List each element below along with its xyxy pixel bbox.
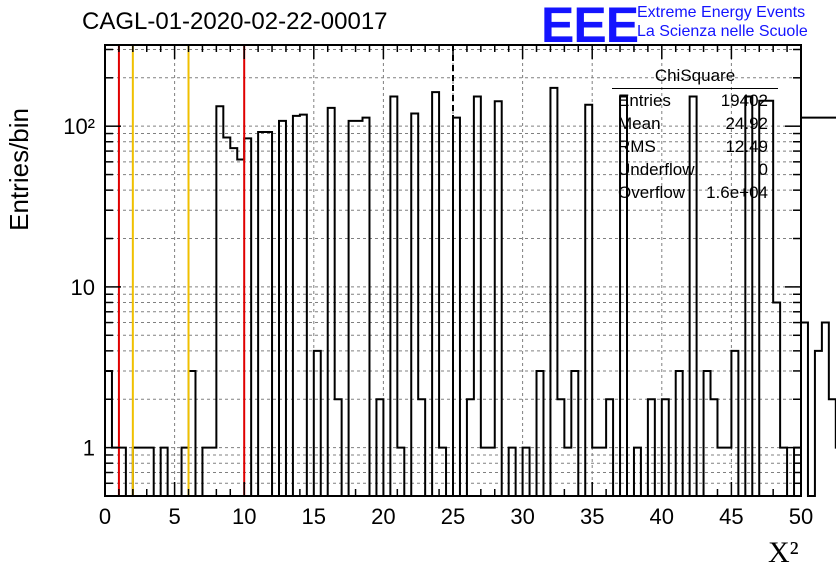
eee-logo: EEE (541, 0, 639, 53)
stats-row-underflow: Underflow 0 (612, 158, 778, 181)
stats-value: 12.49 (725, 137, 768, 156)
stats-label: Mean (618, 114, 661, 133)
stats-row-overflow: Overflow 1.6e+04 (612, 181, 778, 204)
x-tick-label: 50 (789, 504, 813, 529)
stats-row-entries: Entries 19402 (612, 89, 778, 112)
x-axis-label: X² (768, 536, 799, 569)
stats-row-rms: RMS 12.49 (612, 135, 778, 158)
chart-title: CAGL-01-2020-02-22-00017 (82, 8, 388, 35)
y-tick-label: 10² (63, 114, 95, 139)
y-axis-label: Entries/bin (4, 108, 34, 231)
stats-label: RMS (618, 137, 656, 156)
histogram-bin (815, 351, 822, 496)
stats-label: Entries (618, 91, 671, 110)
stats-value: 24.92 (725, 114, 768, 133)
x-tick-label: 5 (168, 504, 180, 529)
x-tick-label: 10 (232, 504, 256, 529)
logo-line-1: Extreme Energy Events (637, 4, 806, 21)
histogram-bin (829, 399, 836, 496)
x-tick-label: 45 (719, 504, 743, 529)
stats-label: Overflow (618, 183, 686, 202)
x-tick-label: 30 (510, 504, 534, 529)
stats-title: ChiSquare (612, 66, 778, 89)
y-tick-label: 10 (71, 275, 95, 300)
x-tick-label: 25 (441, 504, 465, 529)
stats-box: ChiSquare Entries 19402 Mean 24.92 RMS 1… (612, 66, 778, 204)
stats-value: 1.6e+04 (706, 183, 768, 202)
stats-label: Underflow (618, 160, 695, 179)
y-tick-label: 1 (83, 436, 95, 461)
x-tick-label: 40 (650, 504, 674, 529)
stats-value: 0 (758, 160, 768, 179)
stats-row-mean: Mean 24.92 (612, 112, 778, 135)
x-tick-label: 15 (302, 504, 326, 529)
histogram-bin (822, 323, 829, 496)
logo-line-2: La Scienza nelle Scuole (637, 23, 808, 40)
x-tick-label: 20 (371, 504, 395, 529)
x-tick-label: 0 (99, 504, 111, 529)
stats-value: 19402 (720, 91, 768, 110)
x-tick-label: 35 (580, 504, 604, 529)
histogram-bin (801, 323, 808, 496)
